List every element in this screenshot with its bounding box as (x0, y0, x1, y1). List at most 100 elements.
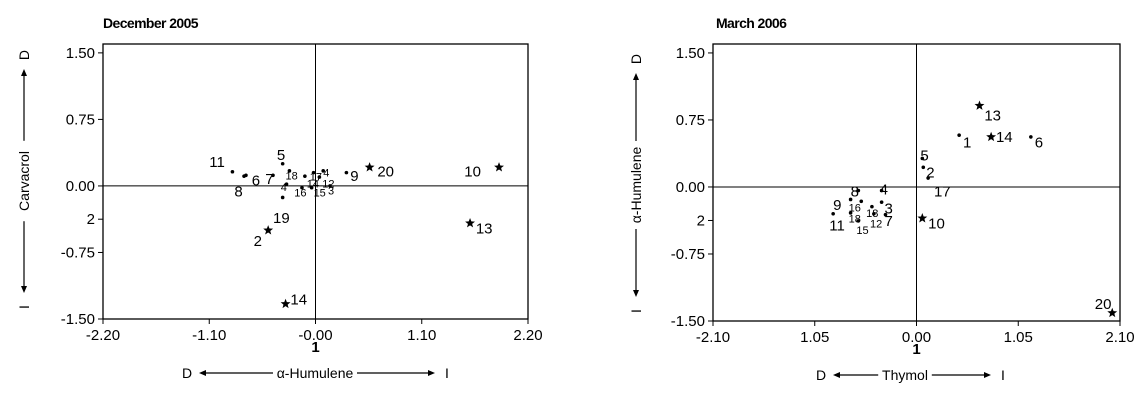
data-point-dot (872, 211, 876, 216)
y-arrowhead-down (633, 290, 639, 297)
data-point-label: 20 (1095, 296, 1112, 313)
data-point-dot (848, 211, 853, 215)
data-point-dot (271, 173, 275, 178)
y-label-bottom: I (16, 305, 32, 309)
data-point-label: 6 (1035, 134, 1043, 151)
data-point-label: 20 (377, 164, 394, 181)
data-point-label: 15 (856, 225, 868, 237)
data-point-dot (344, 170, 349, 175)
y-tick-label: 0.75 (66, 111, 95, 128)
data-point-label: 13 (984, 107, 1001, 124)
data-point-label: 10 (928, 216, 945, 233)
data-point-dot (284, 182, 289, 186)
data-point-label: 12 (870, 219, 882, 231)
data-point-dot (1029, 135, 1033, 139)
data-point-label: 2 (926, 165, 934, 182)
x-label-left: D (816, 367, 826, 383)
y-axis-label-group: I Carvacrol D (16, 50, 32, 309)
data-point-label: 5 (920, 148, 928, 165)
data-point-label: 11 (829, 217, 845, 234)
data-point-dot (957, 133, 961, 137)
data-point-dot (317, 175, 322, 179)
y-label-text: Carvacrol (16, 151, 32, 211)
data-point-label: 9 (833, 197, 841, 214)
x-label-right: I (1001, 367, 1005, 383)
x-label-text: Thymol (882, 367, 928, 383)
data-point-dot (920, 156, 925, 161)
data-point-dot (321, 169, 326, 173)
data-point-dot (280, 161, 285, 166)
data-point-label: 9 (350, 168, 358, 185)
x-tick-label: -0.00 (298, 327, 332, 344)
chart-panel-1: December 2005 -2.20 -1.10 -0.00 1.10 2.20 1 1.5… (16, 15, 543, 381)
data-point-dot (242, 174, 246, 178)
data-point-dot (879, 188, 884, 193)
data-point-label: 7 (885, 213, 893, 230)
chart-title: March 2006 (716, 15, 787, 31)
y-tick-label: -0.75 (61, 244, 95, 261)
y-tick-label: 0.75 (676, 112, 705, 129)
data-point-label: 1 (963, 134, 971, 151)
data-point-dot (309, 185, 314, 190)
data-point-label: 17 (934, 183, 951, 200)
data-point-label: 11 (209, 154, 225, 171)
y-arrowhead-up (21, 69, 27, 76)
y-tick-label: 2 (697, 212, 705, 229)
x-arrowhead-left (199, 370, 206, 376)
data-point-label: 10 (464, 164, 481, 181)
data-point-label: 4 (323, 168, 329, 180)
data-point-star (1107, 307, 1118, 318)
y-arrowhead-up (633, 73, 639, 80)
data-point-dot (856, 188, 861, 193)
data-point-label: 14 (290, 291, 307, 308)
data-point-label: 7 (265, 171, 273, 188)
data-point-label: 4 (281, 182, 287, 194)
data-point-dot (848, 197, 853, 202)
data-point-star (364, 162, 375, 172)
origin-sublabel: 1 (912, 341, 920, 358)
data-point-star (263, 225, 274, 235)
x-label-text: α-Humulene (277, 365, 354, 381)
x-tick-label: -2.20 (86, 327, 120, 344)
origin-sublabel: 1 (311, 339, 319, 356)
data-point-label: 8 (851, 183, 859, 200)
x-tick-label: 0.00 (902, 329, 931, 346)
data-point-label: 6 (252, 173, 260, 190)
data-point-dot (859, 199, 864, 204)
data-point-dot (921, 165, 926, 170)
chart-panel-2: March 2006 -2.10 1.05 0.00 1.05 2.10 1 1.50 0.75… (628, 15, 1135, 383)
y-tick-label: 0.00 (676, 179, 705, 196)
data-point-dot (328, 184, 332, 188)
data-point-dot (300, 185, 304, 190)
x-tick-label: 1.05 (800, 329, 829, 346)
data-point-dot (230, 169, 235, 174)
x-tick-label: -2.10 (696, 329, 730, 346)
x-arrowhead-left (833, 372, 840, 378)
data-point-label: 3 (328, 185, 334, 197)
data-point-label: 19 (273, 210, 290, 227)
y-tick-label: -0.75 (671, 246, 705, 263)
data-point-dot (303, 174, 307, 178)
y-tick-label: -1.50 (671, 313, 705, 330)
data-point-label: 15 (314, 187, 326, 199)
data-point-dot (311, 170, 316, 175)
data-point-star (917, 213, 928, 223)
x-tick-label: -1.10 (192, 327, 226, 344)
y-tick-label: 1.50 (66, 45, 95, 62)
x-arrowhead-right (984, 372, 991, 378)
data-point-star (280, 298, 291, 309)
data-point-label: 14 (996, 129, 1013, 146)
data-point-label: 5 (277, 147, 285, 164)
data-point-label: 4 (880, 182, 888, 199)
data-point-label: 12 (322, 178, 334, 190)
data-point-dot (831, 211, 835, 216)
x-label-left: D (182, 365, 192, 381)
data-point-dot (926, 176, 930, 180)
data-point-dot (879, 200, 884, 204)
data-point-dot (287, 169, 292, 173)
y-tick-label: 0.00 (66, 178, 95, 195)
data-point-dot (280, 195, 285, 200)
data-point-star (465, 217, 475, 228)
y-arrowhead-down (21, 286, 27, 293)
